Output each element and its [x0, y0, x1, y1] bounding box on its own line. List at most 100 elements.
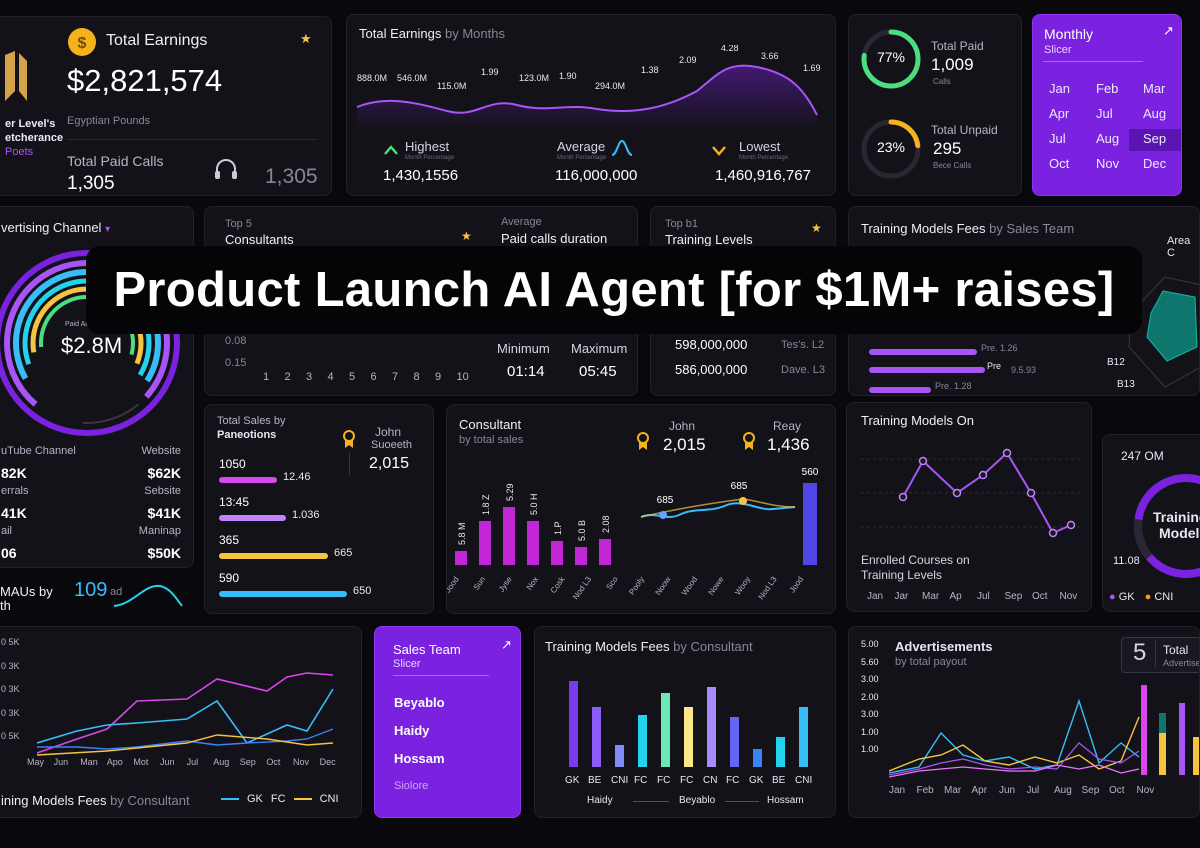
sales-bar — [219, 477, 277, 483]
month-option[interactable]: Mar — [1143, 81, 1166, 96]
lowest-sub: Month Percentage — [739, 155, 789, 161]
month-option[interactable]: Nov — [1096, 156, 1120, 171]
medal-icon — [743, 432, 755, 450]
paid-sub: Calls — [933, 77, 951, 86]
card-title: vertising Channel — [1, 220, 102, 235]
level-text: er Level's — [5, 118, 56, 130]
x-tick: Sep — [1081, 785, 1100, 796]
y-tick: 3.00 — [861, 709, 879, 719]
y-tick: 0 5K — [1, 731, 20, 741]
legend-item: CNI — [1154, 591, 1174, 603]
x-tick: 1 — [263, 371, 270, 383]
card-title-suffix: by Consultant — [673, 639, 753, 654]
fee-bar — [776, 737, 785, 767]
x-tick: 4 — [327, 371, 334, 383]
y-tick: 0 3K — [1, 707, 20, 718]
data-label: 1.69 — [803, 63, 821, 73]
month-option[interactable]: Aug — [1143, 106, 1167, 121]
month-option[interactable]: Aug — [1096, 131, 1120, 146]
y-tick: 0 5K — [1, 637, 20, 647]
person-name: John — [375, 425, 402, 439]
x-tick: Aug — [1054, 785, 1072, 796]
consultant-bar — [479, 521, 491, 565]
donut-legend: ● GK ● CNI — [1109, 591, 1174, 603]
star-icon[interactable]: ★ — [461, 229, 472, 243]
center-label: Paid Ads — [65, 321, 93, 328]
x-tick: Oct — [266, 757, 281, 767]
sales-bar — [219, 591, 347, 597]
month-option[interactable]: Dec — [1143, 156, 1167, 171]
consultant-bar — [599, 539, 611, 565]
x-tick: Jyse — [497, 575, 514, 594]
slicer-footer[interactable]: Siolore — [394, 780, 429, 792]
total-label: Total — [1163, 643, 1189, 657]
bar-top-label: 5.0 H — [529, 493, 539, 515]
group-label: Haidy — [587, 795, 613, 806]
unpaid-progress-ring — [861, 119, 921, 179]
data-label: 1.38 — [641, 65, 659, 75]
channel-right: $62K — [147, 465, 181, 481]
bar-label: 365 — [219, 533, 240, 547]
divider — [1155, 641, 1156, 667]
month-option[interactable]: Feb — [1096, 81, 1119, 96]
consultant-card: Consultant by total sales John 2,015 Rea… — [446, 404, 836, 614]
earnings-area-chart: 888.0M 546.0M 115.0M 1.99 123.0M 1.90 294.0M 1.… — [356, 45, 821, 129]
month-option[interactable]: Jul — [1049, 131, 1066, 146]
x-tick: Feb — [916, 785, 934, 796]
legend-item: GK — [1118, 591, 1135, 603]
dropdown-icon[interactable]: ▾ — [105, 224, 111, 235]
bell-curve-icon — [611, 139, 633, 156]
radar-label: B13 — [1117, 379, 1135, 390]
bar-top-label: 1.P — [553, 521, 563, 535]
total-box — [1121, 637, 1199, 673]
fee-bar — [684, 707, 693, 767]
month-option[interactable]: Jan — [1049, 81, 1070, 96]
expand-icon[interactable]: ↗ — [501, 637, 512, 652]
highest-value: 1,430,1556 — [383, 167, 459, 184]
average-label: Average — [557, 139, 606, 154]
total-sales-card: Total Sales by Paneotions John Suoeeth 2… — [204, 404, 434, 614]
lowest-label: Lowest — [739, 139, 781, 154]
level-name: Tes's. L2 — [781, 339, 825, 351]
slicer-item[interactable]: Haidy — [394, 723, 430, 738]
x-tick: CNI — [611, 775, 629, 786]
data-label: 3.66 — [761, 51, 779, 61]
month-option[interactable]: Apr — [1049, 106, 1070, 121]
paid-calls-label: Total Paid Calls — [67, 153, 164, 169]
card-subtitle: by total payout — [895, 656, 967, 668]
fee-bar — [661, 693, 670, 767]
x-tick: Wood — [680, 575, 699, 597]
x-tick: Jun — [53, 757, 69, 767]
x-tick: Sep — [239, 757, 256, 767]
x-tick: Jood — [788, 575, 805, 594]
x-tick: 2 — [284, 371, 291, 383]
consultant-bar — [455, 551, 467, 565]
selected-month-highlight — [1129, 129, 1181, 151]
x-tick: 6 — [370, 371, 377, 383]
sales-team-slicer: Sales Team Slicer ↗ Beyablo Haidy Hossam… — [374, 626, 521, 818]
expand-icon[interactable]: ↗ — [1163, 23, 1174, 38]
slicer-title: Monthly — [1044, 26, 1094, 42]
fee-bar — [753, 749, 762, 767]
maus-value: 109 — [74, 579, 108, 601]
consultant-bar — [575, 547, 587, 565]
training-donut — [1134, 474, 1200, 578]
legend-item: FC — [270, 793, 286, 805]
star-icon[interactable]: ★ — [811, 221, 822, 235]
x-tick: 10 — [456, 371, 469, 383]
month-option[interactable]: Oct — [1049, 156, 1070, 171]
card-title: Training Models Fees — [545, 639, 670, 654]
card-title-suffix: by Consultant — [110, 793, 190, 808]
month-option[interactable]: Sep — [1143, 131, 1167, 146]
slicer-item[interactable]: Beyablo — [394, 695, 445, 710]
earnings-by-months-card: Total Earnings by Months 888.0M 546.0M 115… — [346, 14, 836, 196]
x-tick: Nod L3 — [571, 575, 593, 602]
star-icon[interactable]: ★ — [300, 31, 312, 46]
x-tick: FC — [726, 775, 740, 786]
x-tick: GK — [565, 775, 580, 786]
slicer-item[interactable]: Hossam — [394, 751, 445, 766]
x-tick: 5 — [349, 371, 356, 383]
month-option[interactable]: Jul — [1096, 106, 1113, 121]
bar-top-label: 1.8 Z — [481, 494, 491, 515]
data-label: 123.0M — [519, 73, 549, 83]
